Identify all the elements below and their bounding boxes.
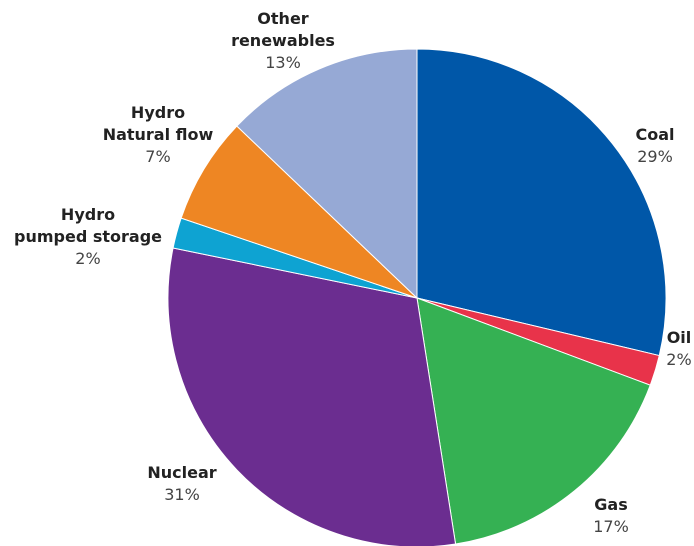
pie-slice-gas [416, 297, 651, 545]
slice-name: pumped storage [14, 227, 162, 246]
slice-name: Natural flow [103, 125, 214, 144]
slice-name: Oil [667, 328, 692, 347]
slice-name: Coal [635, 125, 674, 144]
slice-value: 29% [637, 147, 673, 166]
slice-name: Hydro [61, 205, 115, 224]
slice-value: 2% [666, 350, 691, 369]
slice-name: Hydro [131, 103, 185, 122]
slice-value: 17% [593, 517, 629, 536]
pie-slice-hydro-natural-flow [180, 125, 418, 299]
slice-value: 31% [164, 485, 200, 504]
slice-name: renewables [231, 31, 335, 50]
slice-label: Other renewables 13% [231, 9, 335, 72]
slice-label: Hydro Natural flow 7% [103, 103, 214, 166]
slice-label: Gas 17% [593, 495, 629, 536]
slice-name: Nuclear [147, 463, 216, 482]
slice-name: Other [257, 9, 308, 28]
slice-value: 13% [265, 53, 301, 72]
slice-value: 2% [75, 249, 100, 268]
slice-label: Hydro pumped storage 2% [14, 205, 162, 268]
slice-label: Oil 2% [666, 328, 691, 369]
pie-slices [167, 48, 667, 546]
slice-name: Gas [594, 495, 627, 514]
pie-labels: Coal 29% Oil 2% Gas 17% Nuclear 31% Hydro pumped … [14, 9, 692, 536]
pie-slice-coal [416, 48, 667, 357]
slice-label: Nuclear 31% [147, 463, 216, 504]
slice-value: 7% [145, 147, 170, 166]
slice-label: Coal 29% [635, 125, 674, 166]
pie-slice-other-renewables [236, 48, 418, 300]
